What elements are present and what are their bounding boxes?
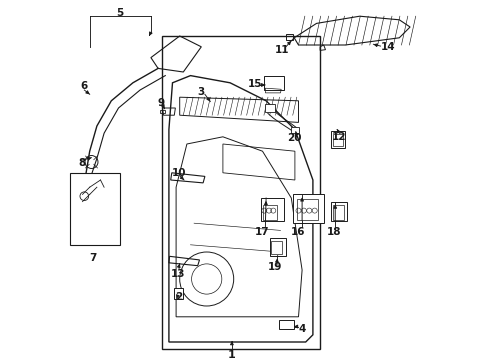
Text: 8: 8 bbox=[78, 158, 85, 168]
Bar bbox=[260, 198, 284, 221]
Text: 17: 17 bbox=[255, 227, 269, 237]
Text: 19: 19 bbox=[267, 262, 282, 272]
Text: 20: 20 bbox=[286, 133, 301, 143]
Bar bbox=[292, 194, 323, 223]
Bar bbox=[291, 127, 299, 133]
Bar bbox=[265, 104, 275, 112]
Bar bbox=[330, 131, 345, 148]
Text: 16: 16 bbox=[290, 227, 305, 237]
Text: 5: 5 bbox=[117, 8, 123, 18]
Bar bbox=[330, 202, 346, 221]
Bar bbox=[269, 238, 285, 256]
Text: 10: 10 bbox=[171, 168, 186, 178]
Text: 14: 14 bbox=[381, 42, 395, 52]
Text: 12: 12 bbox=[331, 132, 346, 142]
Text: 3: 3 bbox=[197, 87, 204, 97]
Text: 13: 13 bbox=[171, 269, 185, 279]
Text: 1: 1 bbox=[227, 350, 235, 360]
Text: 18: 18 bbox=[326, 227, 341, 237]
Bar bbox=[264, 76, 284, 90]
Text: 7: 7 bbox=[89, 253, 96, 263]
Text: 6: 6 bbox=[81, 81, 88, 91]
Text: 9: 9 bbox=[157, 98, 164, 108]
Bar bbox=[278, 320, 293, 329]
Bar bbox=[70, 173, 120, 245]
Text: 2: 2 bbox=[174, 292, 182, 302]
Bar bbox=[332, 134, 343, 146]
Text: 15: 15 bbox=[247, 78, 261, 89]
Bar bbox=[296, 199, 318, 220]
Bar bbox=[271, 241, 282, 254]
Text: 11: 11 bbox=[274, 45, 289, 55]
Bar bbox=[174, 288, 183, 299]
Bar bbox=[262, 205, 276, 220]
Bar bbox=[332, 205, 344, 220]
Bar bbox=[162, 36, 320, 349]
Text: 4: 4 bbox=[298, 324, 305, 334]
